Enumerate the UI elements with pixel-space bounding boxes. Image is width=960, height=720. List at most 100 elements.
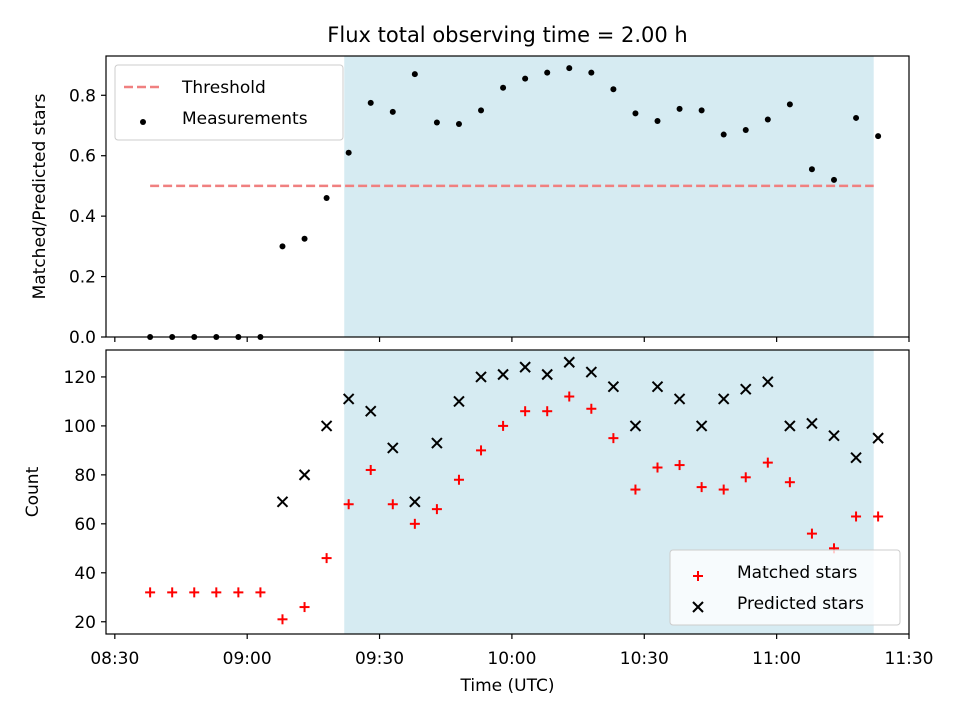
data-point bbox=[345, 149, 352, 156]
data-point bbox=[387, 499, 398, 510]
x-tick-label: 09:30 bbox=[355, 649, 404, 669]
data-point-stroke bbox=[276, 496, 289, 508]
data-point bbox=[365, 405, 377, 417]
data-point bbox=[145, 587, 156, 598]
data-point-stroke bbox=[828, 429, 840, 442]
data-point-stroke bbox=[850, 452, 862, 464]
data-point-stroke bbox=[607, 381, 620, 393]
data-point-stroke bbox=[784, 420, 796, 432]
data-point bbox=[453, 395, 465, 408]
data-point bbox=[853, 114, 860, 121]
data-point bbox=[629, 420, 642, 432]
data-point bbox=[476, 445, 487, 456]
data-point bbox=[717, 393, 730, 405]
series-predicted-stars bbox=[276, 356, 884, 508]
data-point bbox=[298, 469, 311, 481]
observing-window-shade bbox=[344, 56, 874, 337]
data-point bbox=[830, 176, 837, 183]
y-tick-label: 80 bbox=[74, 466, 96, 486]
data-point bbox=[630, 484, 641, 495]
data-point bbox=[673, 393, 686, 405]
data-point bbox=[279, 243, 286, 250]
data-point bbox=[211, 587, 222, 598]
data-point bbox=[828, 429, 840, 442]
y-tick-label: 120 bbox=[64, 368, 96, 388]
data-point bbox=[299, 602, 310, 613]
data-point bbox=[586, 403, 597, 414]
data-point bbox=[276, 496, 289, 508]
data-point-stroke bbox=[387, 442, 399, 454]
series-matched-stars bbox=[145, 391, 884, 625]
legend-label: Measurements bbox=[182, 109, 308, 129]
data-point bbox=[342, 393, 355, 405]
legend-plus-swatch bbox=[693, 571, 703, 581]
data-point bbox=[541, 368, 553, 381]
data-point bbox=[431, 437, 443, 449]
data-point-stroke bbox=[298, 469, 311, 481]
legend-x-swatch bbox=[692, 601, 704, 613]
data-point bbox=[343, 499, 354, 510]
data-point bbox=[698, 107, 705, 114]
data-point bbox=[610, 86, 617, 93]
y-tick-label: 0.6 bbox=[69, 147, 96, 167]
data-point bbox=[806, 528, 817, 539]
data-point bbox=[498, 420, 509, 431]
data-point bbox=[762, 457, 773, 468]
data-point bbox=[544, 69, 551, 76]
data-point bbox=[851, 511, 862, 522]
data-point bbox=[522, 75, 529, 82]
data-point bbox=[696, 482, 707, 493]
x-tick-label: 08:30 bbox=[90, 649, 139, 669]
data-point bbox=[718, 484, 729, 495]
y-axis-label: Matched/Predicted stars bbox=[30, 93, 50, 299]
y-tick-label: 40 bbox=[74, 564, 96, 584]
data-point bbox=[542, 406, 553, 417]
x-tick-label: 11:00 bbox=[752, 649, 801, 669]
data-point-stroke bbox=[695, 420, 708, 432]
data-point bbox=[453, 474, 464, 485]
axes-frame bbox=[105, 349, 910, 635]
data-point bbox=[784, 420, 796, 432]
legend: Threshold Measurements bbox=[114, 64, 344, 141]
data-point-stroke bbox=[872, 432, 884, 444]
data-point bbox=[875, 133, 882, 140]
legend-label: Predicted stars bbox=[737, 594, 864, 614]
data-point bbox=[320, 420, 333, 432]
top-panel-ratio-chart: 0.0 0.2 0.4 0.6 0.8 Flux total observing time… bbox=[30, 23, 910, 348]
data-point bbox=[872, 432, 884, 444]
data-point bbox=[167, 587, 178, 598]
data-point bbox=[321, 553, 332, 564]
data-point bbox=[850, 452, 862, 464]
y-tick-label: 100 bbox=[64, 417, 96, 437]
legend: Matched stars Predicted stars bbox=[669, 549, 901, 626]
data-point bbox=[277, 614, 288, 625]
data-point-stroke bbox=[475, 371, 487, 383]
data-point bbox=[674, 460, 685, 471]
data-point bbox=[607, 381, 620, 393]
y-tick-label: 0.4 bbox=[69, 207, 96, 227]
legend-box bbox=[669, 549, 901, 626]
data-point bbox=[784, 477, 795, 488]
data-point bbox=[367, 99, 374, 106]
bottom-panel-count-chart: 08:30 09:00 09:30 10:00 10:30 11:00 11:30 20 40 6… bbox=[23, 349, 934, 696]
data-point bbox=[323, 195, 330, 202]
data-point bbox=[742, 127, 749, 134]
data-point-stroke bbox=[629, 420, 642, 432]
data-point bbox=[651, 381, 664, 393]
y-tick-label: 20 bbox=[74, 613, 96, 633]
x-tick-label: 10:00 bbox=[487, 649, 536, 669]
x-tick-label: 11:30 bbox=[885, 649, 934, 669]
data-point bbox=[365, 464, 376, 475]
legend-label: Threshold bbox=[181, 78, 266, 98]
data-point bbox=[431, 504, 442, 515]
legend-dot-swatch bbox=[140, 119, 146, 125]
data-point bbox=[564, 391, 575, 402]
data-point bbox=[387, 442, 399, 454]
y-axis-label: Count bbox=[23, 466, 43, 517]
data-point bbox=[588, 69, 595, 76]
data-point bbox=[740, 472, 751, 483]
axes-frame bbox=[105, 55, 910, 338]
data-point bbox=[500, 84, 507, 91]
data-point bbox=[740, 383, 752, 395]
